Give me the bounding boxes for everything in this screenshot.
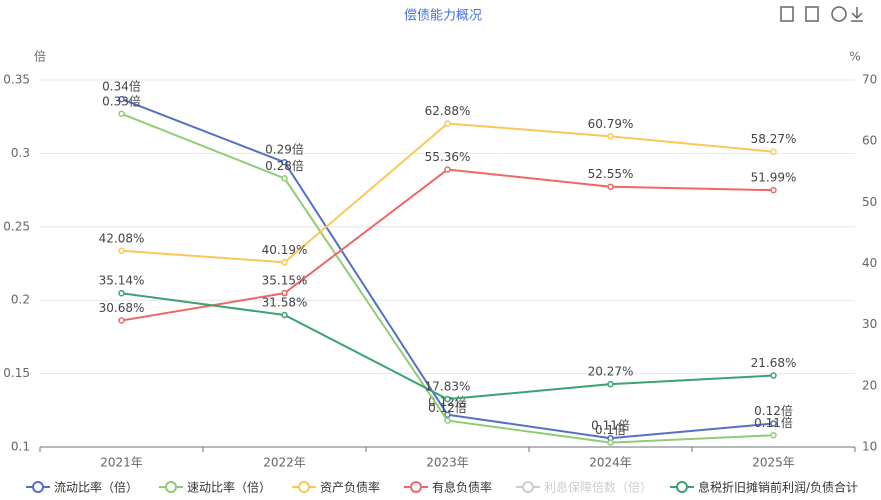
- data-label: 0.12倍: [754, 403, 793, 418]
- y-tick-label: 0.25: [3, 219, 30, 233]
- legend-label[interactable]: 利息保障倍数（倍）: [544, 480, 652, 495]
- y2-axis-label: %: [849, 50, 860, 64]
- point: [281, 289, 288, 297]
- data-label: 62.88%: [425, 104, 471, 118]
- toolbox[interactable]: [780, 6, 863, 22]
- legend-icon: [32, 481, 44, 493]
- data-label: 0.29倍: [265, 142, 304, 157]
- legend-icon: [410, 481, 422, 493]
- tool-save[interactable]: [851, 7, 863, 22]
- point: [118, 110, 125, 118]
- data-label: 35.14%: [99, 274, 145, 288]
- point: [281, 259, 288, 266]
- y2-tick-label: 60: [862, 134, 877, 148]
- y2-tick-label: 40: [862, 256, 877, 270]
- point: [607, 133, 614, 140]
- legend-label[interactable]: 速动比率（倍）: [187, 480, 271, 495]
- x-tick-label: 2024年: [589, 456, 632, 470]
- y2-tick-label: 70: [862, 73, 877, 87]
- series-line: [121, 168, 774, 322]
- x-tick-label: 2021年: [100, 456, 143, 470]
- point: [770, 186, 777, 194]
- tool-refresh[interactable]: [831, 6, 847, 22]
- point: [118, 95, 125, 103]
- tool-restore[interactable]: [805, 6, 819, 22]
- legend-icon: [676, 481, 688, 493]
- point: [607, 380, 614, 388]
- data-label: 20.27%: [588, 365, 634, 379]
- data-label: 55.36%: [425, 150, 471, 164]
- point: [770, 432, 777, 439]
- data-label: 0.11倍: [591, 418, 630, 433]
- y-tick-label: 0.3: [11, 146, 30, 160]
- data-label: 51.99%: [751, 171, 797, 185]
- y2-tick-label: 50: [862, 195, 877, 209]
- point: [444, 395, 451, 403]
- x-tick-label: 2023年: [426, 456, 469, 470]
- point: [607, 439, 614, 446]
- tool-data-view[interactable]: [780, 6, 794, 22]
- y-axis-label: 倍: [34, 49, 46, 64]
- legend-icon: [298, 481, 310, 493]
- point: [118, 317, 125, 324]
- point: [281, 311, 288, 319]
- y2-tick-label: 20: [862, 378, 877, 392]
- point: [281, 175, 288, 182]
- data-label: 0.28倍: [265, 158, 304, 173]
- legend-icon: [165, 481, 177, 493]
- data-label: 0.11倍: [754, 415, 793, 430]
- data-label: 35.15%: [262, 274, 308, 288]
- y-tick-label: 0.1: [11, 440, 30, 454]
- point: [607, 183, 614, 190]
- legend-label[interactable]: 流动比率（倍）: [54, 480, 138, 495]
- point: [118, 289, 125, 297]
- y2-tick-label: 30: [862, 317, 877, 331]
- point: [444, 411, 451, 418]
- y-tick-label: 0.2: [11, 293, 30, 307]
- y2-tick-label: 10: [862, 440, 877, 454]
- point: [770, 372, 777, 379]
- data-label: 60.79%: [588, 117, 634, 131]
- data-label: 17.83%: [425, 380, 471, 394]
- data-label: 40.19%: [262, 243, 308, 257]
- data-label: 0.34倍: [102, 79, 141, 94]
- data-label: 0.1倍: [595, 422, 626, 437]
- point: [444, 120, 451, 127]
- data-label: 0.33倍: [102, 93, 141, 108]
- point: [444, 417, 451, 424]
- data-label: 31.58%: [262, 296, 308, 310]
- chart-title: 偿债能力概况: [404, 9, 482, 24]
- data-label: 21.68%: [751, 356, 797, 370]
- x-tick-label: 2025年: [752, 456, 795, 470]
- legend-label[interactable]: 资产负债率: [320, 480, 380, 495]
- y-tick-label: 0.35: [3, 73, 30, 87]
- point: [770, 148, 777, 155]
- data-label: 58.27%: [751, 132, 797, 146]
- series-line: [121, 122, 774, 264]
- data-label: 30.68%: [99, 301, 145, 315]
- point: [118, 247, 125, 255]
- legend-label[interactable]: 有息负债率: [432, 480, 492, 495]
- point: [281, 158, 288, 166]
- y-tick-label: 0.15: [3, 366, 30, 380]
- data-label: 52.55%: [588, 167, 634, 181]
- data-label: 0.12倍: [428, 400, 467, 415]
- data-label: 42.08%: [99, 231, 145, 245]
- point: [444, 166, 451, 173]
- point: [770, 420, 777, 427]
- x-tick-label: 2022年: [263, 456, 306, 470]
- legend-label[interactable]: 息税折旧摊销前利润/负债合计: [698, 480, 858, 495]
- legend-icon: [522, 481, 534, 493]
